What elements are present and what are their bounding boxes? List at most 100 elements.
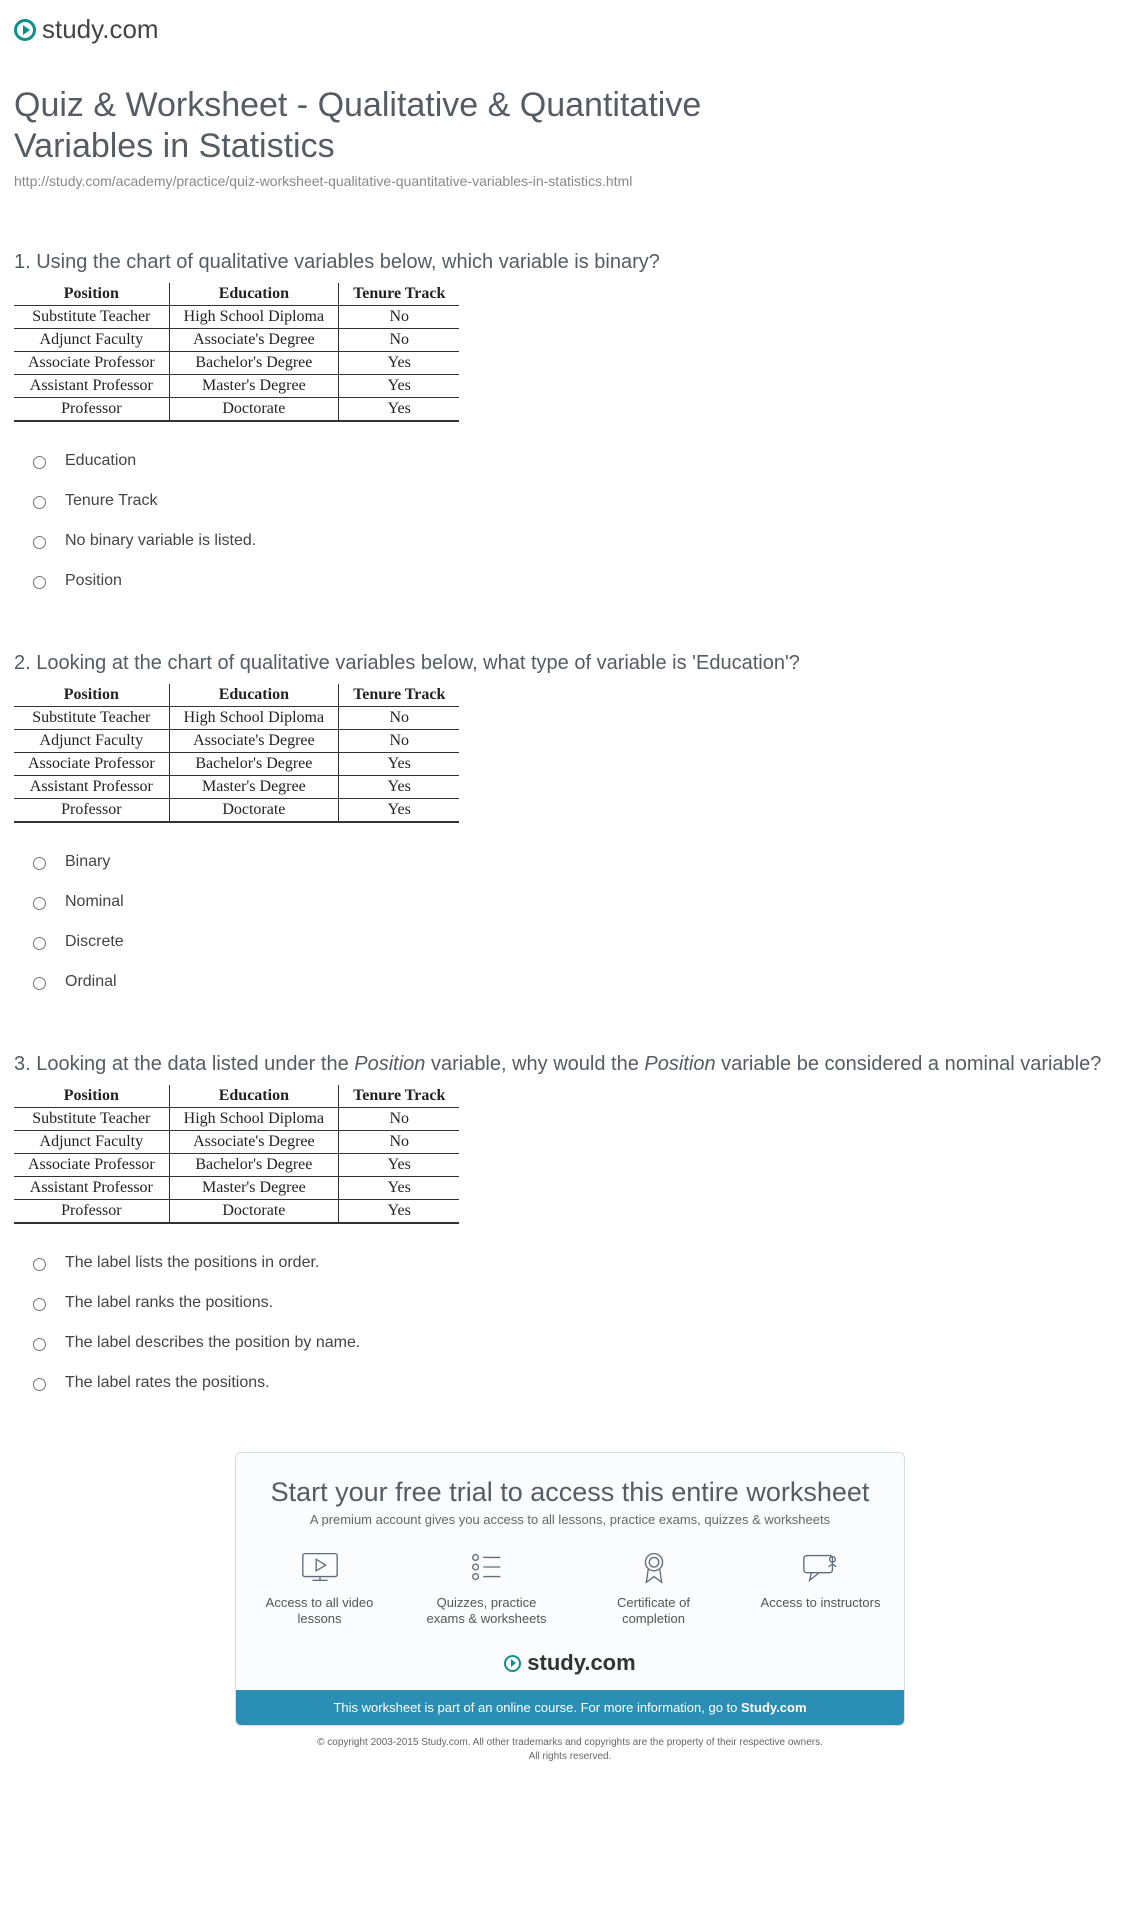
- table-cell: Doctorate: [169, 397, 338, 421]
- feature-videos-label: Access to all video lessons: [256, 1595, 383, 1629]
- table-cell: Assistant Professor: [14, 374, 169, 397]
- table-cell: High School Diploma: [169, 305, 338, 328]
- table-cell: Master's Degree: [169, 775, 338, 798]
- table-cell: Professor: [14, 798, 169, 822]
- option-label: Binary: [65, 853, 110, 871]
- option[interactable]: Binary: [28, 853, 1126, 871]
- question-2: 2. Looking at the chart of qualitative v…: [14, 650, 1126, 991]
- option-label: The label describes the position by name…: [65, 1334, 360, 1352]
- table-header: Education: [169, 1085, 338, 1108]
- option[interactable]: Education: [28, 452, 1126, 470]
- variables-table: PositionEducationTenure TrackSubstitute …: [14, 283, 459, 422]
- table-header: Education: [169, 283, 338, 306]
- radio-input[interactable]: [33, 1378, 46, 1391]
- table-cell: Doctorate: [169, 798, 338, 822]
- table-cell: Associate's Degree: [169, 729, 338, 752]
- list-icon: [466, 1549, 508, 1585]
- table-row: ProfessorDoctorateYes: [14, 397, 459, 421]
- option[interactable]: The label lists the positions in order.: [28, 1254, 1126, 1272]
- table-cell: Yes: [339, 775, 460, 798]
- option[interactable]: The label rates the positions.: [28, 1374, 1126, 1392]
- table-row: Adjunct FacultyAssociate's DegreeNo: [14, 729, 459, 752]
- table-cell: Associate's Degree: [169, 328, 338, 351]
- table-row: Associate ProfessorBachelor's DegreeYes: [14, 351, 459, 374]
- table-cell: Substitute Teacher: [14, 305, 169, 328]
- table-cell: No: [339, 706, 460, 729]
- promo-logo: study.com: [256, 1650, 884, 1676]
- option[interactable]: Position: [28, 572, 1126, 590]
- feature-quizzes: Quizzes, practice exams & worksheets: [423, 1549, 550, 1629]
- option[interactable]: The label describes the position by name…: [28, 1334, 1126, 1352]
- option-label: Education: [65, 452, 136, 470]
- table-cell: Adjunct Faculty: [14, 328, 169, 351]
- table-cell: Yes: [339, 374, 460, 397]
- feature-quizzes-label: Quizzes, practice exams & worksheets: [423, 1595, 550, 1629]
- copyright: © copyright 2003-2015 Study.com. All oth…: [14, 1736, 1126, 1764]
- promo-footer-link[interactable]: Study.com: [741, 1700, 807, 1715]
- table-cell: Yes: [339, 798, 460, 822]
- table-cell: Yes: [339, 1153, 460, 1176]
- promo-title: Start your free trial to access this ent…: [256, 1477, 884, 1508]
- radio-input[interactable]: [33, 536, 46, 549]
- variables-table: PositionEducationTenure TrackSubstitute …: [14, 1085, 459, 1224]
- option-label: Tenure Track: [65, 492, 157, 510]
- table-cell: Assistant Professor: [14, 1176, 169, 1199]
- table-row: Adjunct FacultyAssociate's DegreeNo: [14, 1130, 459, 1153]
- option[interactable]: The label ranks the positions.: [28, 1294, 1126, 1312]
- table-cell: Yes: [339, 1176, 460, 1199]
- options-list: Education Tenure Track No binary variable …: [28, 452, 1126, 590]
- radio-input[interactable]: [33, 576, 46, 589]
- table-cell: High School Diploma: [169, 1107, 338, 1130]
- table-cell: No: [339, 305, 460, 328]
- ribbon-icon: [633, 1549, 675, 1585]
- question-text: 1. Using the chart of qualitative variab…: [14, 249, 1126, 275]
- question-3: 3. Looking at the data listed under the …: [14, 1051, 1126, 1392]
- page-title: Quiz & Worksheet - Qualitative & Quantit…: [14, 85, 834, 167]
- table-cell: Professor: [14, 1199, 169, 1223]
- table-cell: Yes: [339, 752, 460, 775]
- radio-input[interactable]: [33, 456, 46, 469]
- option[interactable]: Discrete: [28, 933, 1126, 951]
- radio-input[interactable]: [33, 496, 46, 509]
- logo-text: study.com: [42, 14, 159, 45]
- table-cell: No: [339, 1107, 460, 1130]
- radio-input[interactable]: [33, 1258, 46, 1271]
- table-cell: Yes: [339, 397, 460, 421]
- chat-icon: [800, 1549, 842, 1585]
- promo-features-row: Access to all video lessons Quizzes, pra…: [256, 1549, 884, 1629]
- table-cell: Yes: [339, 1199, 460, 1223]
- radio-input[interactable]: [33, 977, 46, 990]
- table-cell: Bachelor's Degree: [169, 351, 338, 374]
- table-cell: Assistant Professor: [14, 775, 169, 798]
- radio-input[interactable]: [33, 1298, 46, 1311]
- table-row: Associate ProfessorBachelor's DegreeYes: [14, 1153, 459, 1176]
- table-cell: Associate Professor: [14, 752, 169, 775]
- option-label: Nominal: [65, 893, 124, 911]
- copyright-line2: All rights reserved.: [529, 1751, 612, 1762]
- promo-subtitle: A premium account gives you access to al…: [256, 1512, 884, 1527]
- option[interactable]: Ordinal: [28, 973, 1126, 991]
- option[interactable]: Nominal: [28, 893, 1126, 911]
- table-row: Substitute TeacherHigh School DiplomaNo: [14, 305, 459, 328]
- option-label: Ordinal: [65, 973, 117, 991]
- table-cell: Yes: [339, 351, 460, 374]
- feature-certificate-label: Certificate of completion: [590, 1595, 717, 1629]
- option[interactable]: No binary variable is listed.: [28, 532, 1126, 550]
- radio-input[interactable]: [33, 897, 46, 910]
- table-cell: Substitute Teacher: [14, 706, 169, 729]
- table-row: Assistant ProfessorMaster's DegreeYes: [14, 775, 459, 798]
- table-cell: No: [339, 729, 460, 752]
- option[interactable]: Tenure Track: [28, 492, 1126, 510]
- table-header: Position: [14, 283, 169, 306]
- table-row: Substitute TeacherHigh School DiplomaNo: [14, 1107, 459, 1130]
- worksheet-page: study.com Quiz & Worksheet - Qualitative…: [0, 0, 1140, 1908]
- table-row: Adjunct FacultyAssociate's DegreeNo: [14, 328, 459, 351]
- radio-input[interactable]: [33, 857, 46, 870]
- table-row: ProfessorDoctorateYes: [14, 1199, 459, 1223]
- table-cell: Adjunct Faculty: [14, 729, 169, 752]
- promo-footer: This worksheet is part of an online cour…: [236, 1690, 904, 1725]
- radio-input[interactable]: [33, 937, 46, 950]
- radio-input[interactable]: [33, 1338, 46, 1351]
- question-text: 2. Looking at the chart of qualitative v…: [14, 650, 1126, 676]
- variables-table: PositionEducationTenure TrackSubstitute …: [14, 684, 459, 823]
